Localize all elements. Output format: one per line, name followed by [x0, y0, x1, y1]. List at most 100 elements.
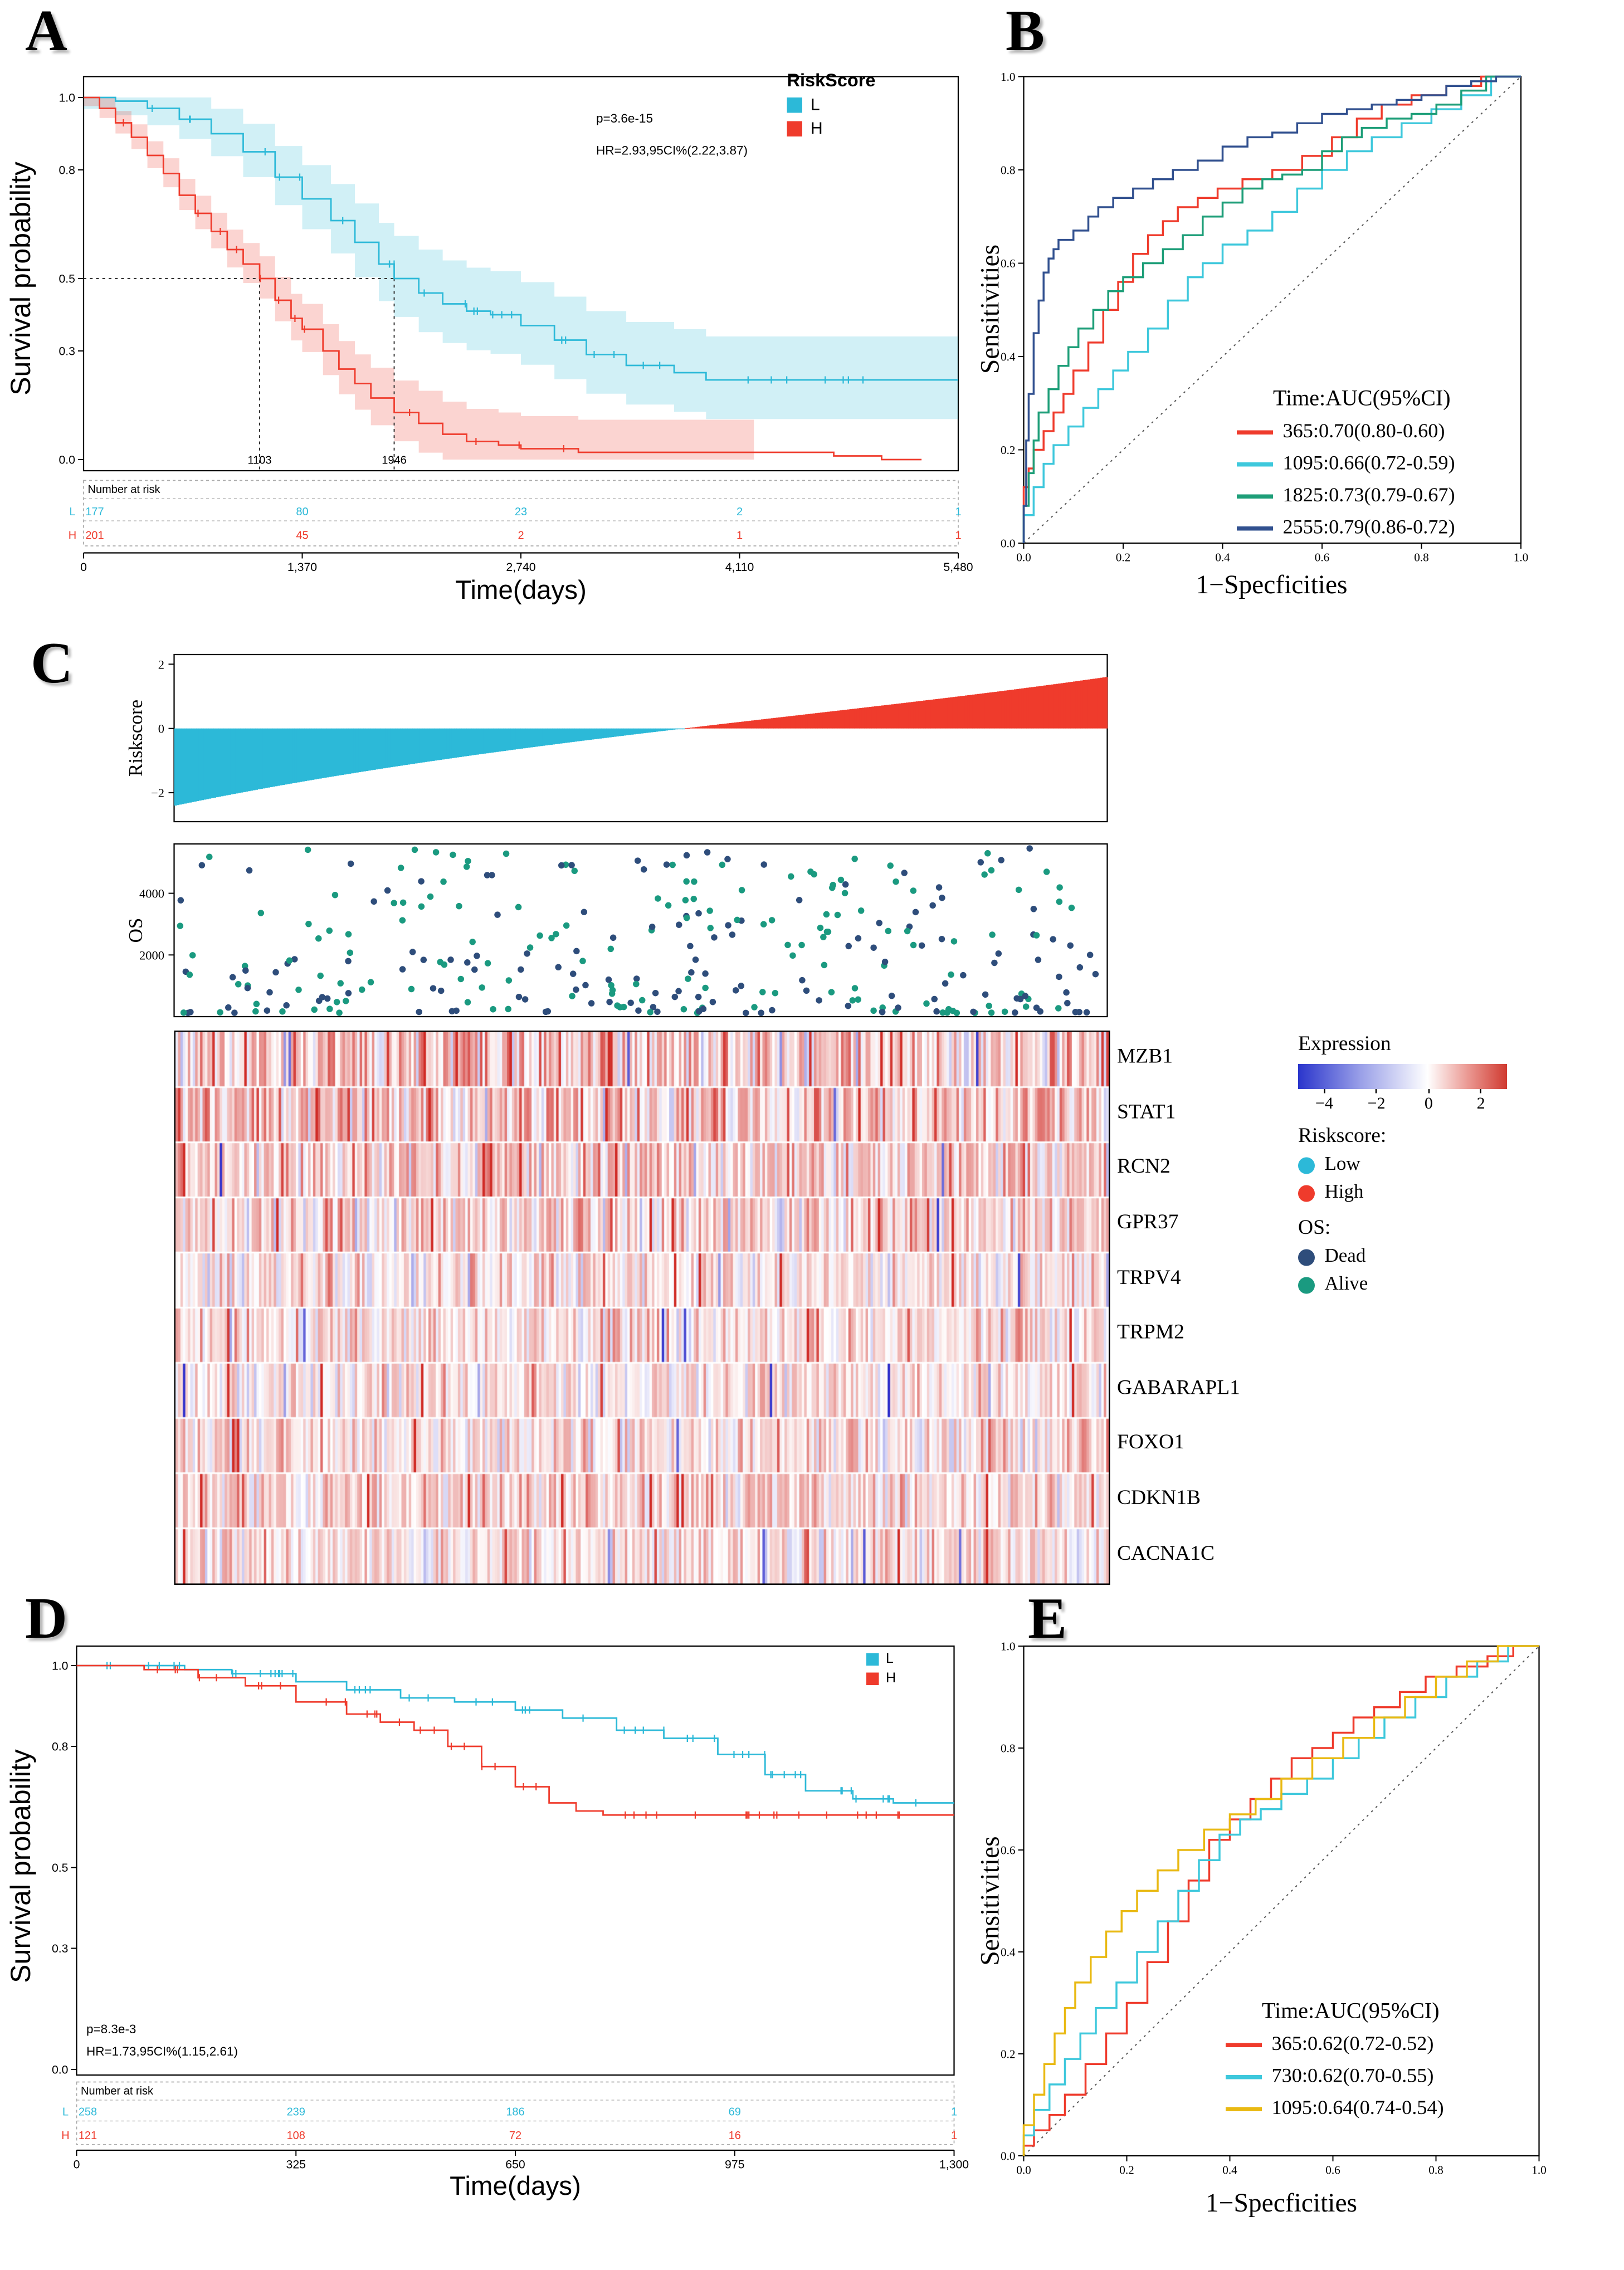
- legend-a: RiskScore L H: [787, 70, 876, 138]
- plot-border: [173, 843, 1108, 1018]
- low-group-swatch: [787, 96, 802, 113]
- panel-label-a: A: [25, 0, 67, 64]
- x-tick-label: 0.2: [1119, 2164, 1134, 2177]
- legend-e-item: 730:0.62(0.70-0.55): [1226, 2066, 1444, 2090]
- expression-heatmap: [174, 1031, 1110, 1585]
- gene-label: CDKN1B: [1117, 1487, 1201, 1510]
- legend-b-title: Time:AUC(95%CI): [1273, 387, 1451, 411]
- x-tick-label: 0.4: [1222, 2164, 1237, 2177]
- p-value-d: p=8.3e-3: [86, 2022, 136, 2036]
- y-tick-label: 0: [158, 722, 164, 736]
- y-tick-label: 0.4: [1001, 350, 1016, 364]
- y-axis-label-riskscore: Riskscore: [126, 699, 148, 777]
- y-tick-label: 1.0: [52, 1659, 69, 1673]
- y-tick-label: 0.8: [52, 1740, 69, 1754]
- high-group-swatch: [787, 120, 802, 136]
- colorbar-tick-label: −4: [1315, 1093, 1333, 1113]
- legend-d-item-high: H: [866, 1671, 896, 1687]
- risk-row-label: H: [61, 2130, 69, 2142]
- os-scatter-plot: 2000 4000: [139, 843, 1108, 1018]
- roc-1825-swatch: [1237, 494, 1273, 499]
- y-axis-label-d: Survival probability: [6, 1749, 37, 1983]
- panel-e-roc: 0.0 0.0 0.2 0.2 0.4 0.4 0.6 0.6 0.8 0.8 1.0 1.0 E S…: [975, 1588, 1624, 2270]
- risk-count: 239: [287, 2106, 305, 2118]
- os-legend-title: OS:: [1298, 1217, 1331, 1239]
- gene-label-column: MZB1 STAT1 RCN2 GPR37 TRPV4 TRPM2 GABARAPL1 FOX…: [1117, 1031, 1298, 1582]
- roc-730-swatch: [1226, 2075, 1262, 2079]
- legend-a-low-label: L: [811, 95, 820, 114]
- plot-border: [76, 1645, 955, 2076]
- roc-730-label: 730:0.62(0.70-0.55): [1271, 2065, 1434, 2088]
- panel-d-survival: 1.0 0.8 0.5 0.3 0.0 Number at risk L 258 239 186 6…: [0, 1588, 975, 2270]
- legend-e-title: Time:AUC(95%CI): [1262, 2000, 1440, 2024]
- x-axis-label-b: 1−Specficities: [1196, 571, 1348, 601]
- km-plot-a: 1.0 0.8 0.5 0.3 0.0 1103 1946 Number at risk L 17…: [58, 76, 973, 574]
- roc-curve-365: [1022, 75, 1521, 543]
- panel-label-e: E: [1028, 1588, 1067, 1652]
- x-tick-label: 0.0: [1016, 551, 1031, 564]
- riskscore-waterfall-plot: 2 0 −2: [151, 653, 1108, 823]
- alive-label: Alive: [1324, 1274, 1368, 1296]
- x-axis: 0 1,370 2,740 4,110 5,480: [80, 552, 973, 574]
- roc-2555-label: 2555:0.79(0.86-0.72): [1282, 516, 1455, 539]
- x-axis-label-e: 1−Specficities: [1205, 2189, 1358, 2219]
- legend-a-item-high: H: [787, 119, 876, 138]
- roc-plot-b: 0.00.0 0.2 0.2 0.4 0.4 0.6 0.6 0.8 0.8 1.0 1.0: [1001, 70, 1529, 564]
- colorbar-tick-label: 2: [1476, 1093, 1485, 1113]
- x-tick-label: 1.0: [1514, 551, 1529, 564]
- roc-curve-1095: [1022, 75, 1521, 543]
- legend-b-item: 1825:0.73(0.79-0.67): [1237, 485, 1455, 509]
- panel-label-b: B: [1006, 0, 1045, 64]
- legend-d-item-low: L: [866, 1652, 896, 1667]
- panel-a-survival: 1.0 0.8 0.5 0.3 0.0 1103 1946 Number at risk L 17…: [0, 0, 975, 620]
- risk-count: 2: [737, 506, 743, 518]
- risk-count: 1: [955, 530, 961, 542]
- median-label: 1946: [382, 455, 406, 467]
- risk-count: 23: [515, 506, 527, 518]
- y-tick-label: 0.0: [58, 453, 75, 467]
- y-tick-label: 0.6: [1001, 257, 1016, 270]
- legend-e-item: 1095:0.64(0.74-0.54): [1226, 2097, 1444, 2121]
- legend-e: Time:AUC(95%CI) 365:0.62(0.72-0.52) 730:…: [1226, 2000, 1444, 2121]
- roc-1095-swatch: [1226, 2107, 1262, 2111]
- risk-count: 177: [85, 506, 104, 518]
- median-guides: 1103 1946: [84, 278, 407, 471]
- x-axis-label-d: Time(days): [450, 2173, 581, 2202]
- risk-count: 1: [951, 2130, 957, 2142]
- y-tick-label: 1.0: [1001, 70, 1016, 84]
- roc-1095-label: 1095:0.66(0.72-0.59): [1282, 452, 1455, 475]
- y-axis-label-os: OS: [126, 917, 148, 943]
- x-tick-label: 0.4: [1215, 551, 1230, 564]
- y-tick-label: 0.0: [1001, 537, 1016, 550]
- colorbar-tick-label: 0: [1424, 1093, 1433, 1113]
- legend-d: L H: [866, 1652, 896, 1687]
- y-tick-label: 0.0: [1001, 2150, 1016, 2163]
- y-tick-label: 0.0: [52, 2063, 69, 2077]
- y-axis-label-e: Sensitivities: [976, 1836, 1006, 1966]
- panel-c-riskscore-heatmap: C 2 0 −2 Riskscore 2000 4000 OS MZB1 STAT1 RC…: [0, 627, 1624, 1588]
- roc-1825-label: 1825:0.73(0.79-0.67): [1282, 485, 1455, 507]
- y-tick-label: 2000: [139, 948, 164, 962]
- diagonal-reference-line: [1023, 76, 1521, 544]
- alive-dot-icon: [1298, 1277, 1315, 1294]
- expression-colorbar-ticks: −4 −2 0 2: [1298, 1089, 1591, 1113]
- x-tick-label: 4,110: [725, 560, 754, 574]
- roc-curves: [1022, 1645, 1539, 2156]
- confidence-bands: [84, 97, 958, 460]
- gene-label: GPR37: [1117, 1212, 1179, 1234]
- plot-border: [1023, 76, 1522, 544]
- risk-count: 72: [509, 2130, 521, 2142]
- roc-365-label: 365:0.62(0.72-0.52): [1271, 2033, 1434, 2056]
- y-tick-label: 0.3: [52, 1942, 69, 1955]
- risk-count: 69: [729, 2106, 741, 2118]
- roc-2555-swatch: [1237, 526, 1273, 531]
- plot-border: [82, 76, 959, 472]
- y-tick-label: 0.4: [1001, 1946, 1016, 1959]
- colorbar-tickmark: [1323, 1089, 1325, 1093]
- legend-a-item-low: L: [787, 95, 876, 114]
- y-tick-label: 1.0: [1001, 1640, 1016, 1653]
- os-legend-dead: Dead: [1298, 1247, 1591, 1269]
- high-dot-icon: [1298, 1185, 1315, 1202]
- low-group-swatch: [866, 1653, 879, 1666]
